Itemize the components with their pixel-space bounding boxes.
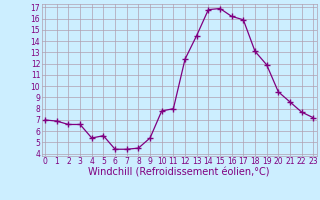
X-axis label: Windchill (Refroidissement éolien,°C): Windchill (Refroidissement éolien,°C) bbox=[88, 168, 270, 178]
